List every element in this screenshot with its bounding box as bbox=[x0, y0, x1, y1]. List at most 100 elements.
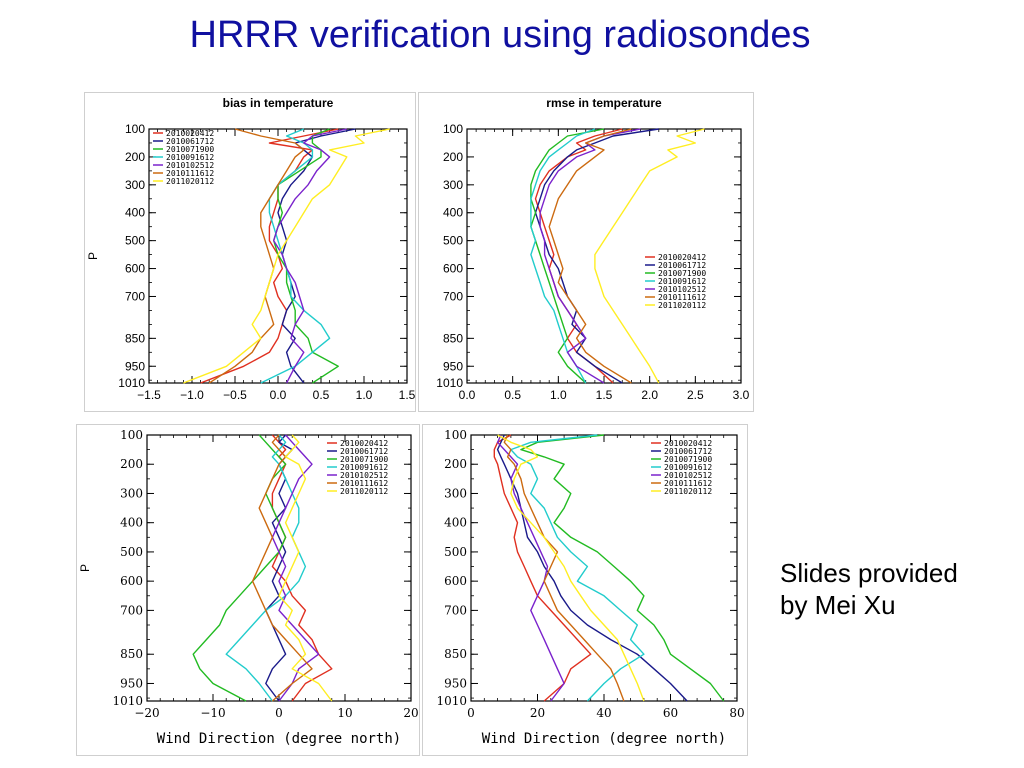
y-tick-label: 100 bbox=[444, 428, 467, 442]
legend-label: 2010071900 bbox=[664, 455, 712, 464]
y-tick-label: 100 bbox=[125, 122, 145, 136]
x-tick-label: 2.5 bbox=[687, 388, 704, 402]
y-tick-label: 600 bbox=[444, 574, 467, 588]
legend-label: 2010102512 bbox=[658, 285, 706, 294]
y-tick-label: 500 bbox=[120, 545, 143, 559]
x-tick-label: 1.0 bbox=[356, 388, 373, 402]
y-tick-label: 700 bbox=[443, 289, 463, 303]
x-tick-label: 0.5 bbox=[313, 388, 330, 402]
series-line-2010091612 bbox=[530, 128, 596, 384]
chart-svg-wind-bias: 100 200 300 400 500 600 700 850 950 1010−20 −10 0 10… bbox=[78, 428, 419, 747]
x-tick-label: 1.5 bbox=[596, 388, 613, 402]
series-line-2010071900 bbox=[520, 434, 725, 702]
chart-bias-temperature: bias in temperature 100 200 300 400 500 600 700… bbox=[84, 92, 416, 412]
y-tick-label: 850 bbox=[444, 647, 467, 661]
x-tick-label: −20 bbox=[134, 706, 159, 720]
legend-label: 2010111612 bbox=[664, 479, 712, 488]
series-line-2011020112 bbox=[278, 434, 333, 702]
x-tick-label: 0 bbox=[275, 706, 283, 720]
legend-label: 2010091612 bbox=[340, 463, 388, 472]
x-axis-label: Wind Direction (degree north) bbox=[157, 731, 401, 747]
x-tick-label: 2.0 bbox=[641, 388, 658, 402]
x-tick-label: 40 bbox=[596, 706, 611, 720]
legend-label: 2010061712 bbox=[658, 261, 706, 270]
y-tick-label: 950 bbox=[120, 676, 143, 690]
x-tick-label: −0.5 bbox=[223, 388, 247, 402]
y-tick-label: 850 bbox=[443, 331, 463, 345]
series-line-2010091612 bbox=[510, 434, 645, 702]
y-tick-label: 1010 bbox=[118, 376, 145, 390]
legend-label: 2010091612 bbox=[664, 463, 712, 472]
x-tick-label: 60 bbox=[663, 706, 678, 720]
y-tick-label: 600 bbox=[443, 262, 463, 276]
legend-label: 2011020112 bbox=[166, 177, 214, 186]
series-line-2010102512 bbox=[272, 128, 347, 384]
series-line-2010071900 bbox=[192, 434, 287, 702]
series-line-2010111612 bbox=[548, 128, 632, 384]
chart-wind-direction-bias: 100 200 300 400 500 600 700 850 950 1010 −20 −10 0 10… bbox=[76, 424, 420, 756]
y-tick-label: 400 bbox=[443, 206, 463, 220]
x-tick-label: 0.5 bbox=[504, 388, 521, 402]
x-tick-label: 0.0 bbox=[270, 388, 287, 402]
legend-label: 2010020412 bbox=[658, 253, 706, 262]
x-tick-label: 20 bbox=[530, 706, 545, 720]
legend-label: 2010071900 bbox=[658, 269, 706, 278]
legend-label: 2010091612 bbox=[166, 153, 214, 162]
legend-label: 2010020412 bbox=[340, 439, 388, 448]
y-tick-label: 300 bbox=[120, 486, 143, 500]
legend-label: 2010111612 bbox=[166, 169, 214, 178]
series-line-2011020112 bbox=[594, 128, 705, 384]
legend-label: 2011020112 bbox=[340, 487, 388, 496]
y-tick-label: 500 bbox=[444, 545, 467, 559]
y-tick-label: 700 bbox=[125, 289, 145, 303]
y-tick-label: 850 bbox=[120, 647, 143, 661]
series-line-2010111612 bbox=[208, 128, 305, 384]
series-line-2010061712 bbox=[265, 434, 293, 702]
y-tick-label: 400 bbox=[125, 206, 145, 220]
legend-label: 2010111612 bbox=[340, 479, 388, 488]
legend-label: 2011020112 bbox=[664, 487, 712, 496]
y-tick-label: 1010 bbox=[112, 694, 143, 708]
y-tick-label: 950 bbox=[125, 359, 145, 373]
y-tick-label: 700 bbox=[444, 603, 467, 617]
plot-title: rmse in temperature bbox=[546, 96, 662, 110]
x-tick-label: −1.0 bbox=[180, 388, 204, 402]
legend-label: 2010061712 bbox=[340, 447, 388, 456]
series-line-2011020112 bbox=[497, 434, 645, 702]
legend-label: 2010061712 bbox=[664, 447, 712, 456]
series-line-2010111612 bbox=[251, 434, 313, 702]
x-tick-label: 20 bbox=[403, 706, 418, 720]
credit-line-2: by Mei Xu bbox=[780, 590, 896, 620]
y-tick-label: 200 bbox=[125, 150, 145, 164]
series-line-2010102512 bbox=[496, 434, 565, 702]
series-line-2010102512 bbox=[271, 434, 320, 702]
x-tick-label: 0 bbox=[467, 706, 475, 720]
credit-line-1: Slides provided bbox=[780, 558, 958, 588]
plot-title: bias in temperature bbox=[223, 96, 334, 110]
x-tick-label: 10 bbox=[337, 706, 352, 720]
series-line-2010091612 bbox=[225, 434, 307, 702]
series-line-2010091612 bbox=[260, 128, 331, 384]
x-tick-label: 0.0 bbox=[459, 388, 476, 402]
series-line-2010111612 bbox=[503, 434, 625, 702]
series-line-2010020412 bbox=[493, 434, 592, 702]
x-axis-label: Wind Direction (degree north) bbox=[482, 731, 726, 747]
y-tick-label: 500 bbox=[125, 234, 145, 248]
series-line-2011020112 bbox=[183, 128, 390, 384]
legend-label: 2010091612 bbox=[658, 277, 706, 286]
y-tick-label: 200 bbox=[120, 457, 143, 471]
series-line-2010061712 bbox=[496, 434, 688, 702]
y-tick-label: 850 bbox=[125, 331, 145, 345]
credit-note: Slides provided by Mei Xu bbox=[780, 557, 1020, 621]
y-tick-label: 500 bbox=[443, 234, 463, 248]
x-tick-label: −10 bbox=[200, 706, 225, 720]
chart-svg-bias: bias in temperature 100 200 300 400 500 600 700… bbox=[86, 96, 415, 402]
y-tick-label: 100 bbox=[120, 428, 143, 442]
chart-rmse-temperature: rmse in temperature 100 200 300 400 500 600 700… bbox=[418, 92, 754, 412]
legend-label: 2010102512 bbox=[166, 161, 214, 170]
y-tick-label: 200 bbox=[443, 150, 463, 164]
x-tick-label: 80 bbox=[729, 706, 744, 720]
legend-label: 2010061712 bbox=[166, 137, 214, 146]
chart-svg-rmse: rmse in temperature 100 200 300 400 500 600 700… bbox=[436, 96, 749, 402]
